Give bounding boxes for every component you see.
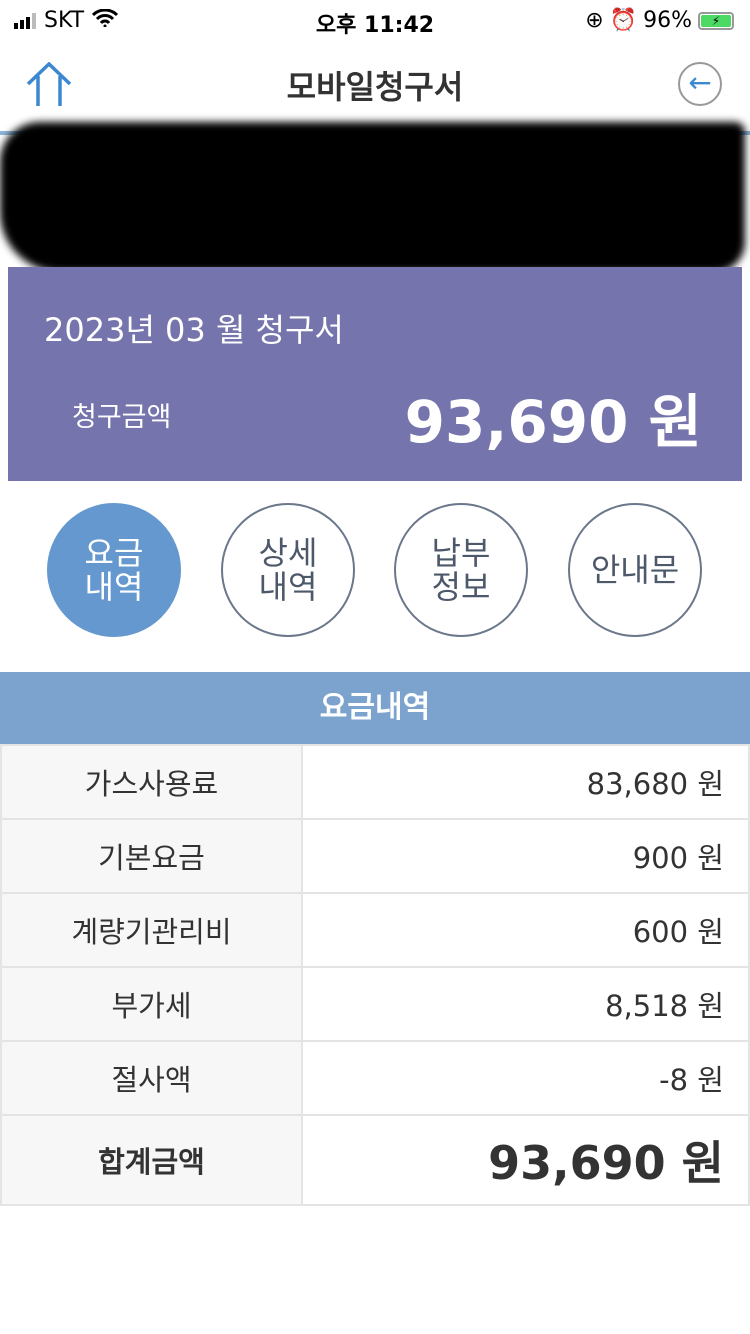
tab-detailed-details[interactable]: 상세 내역: [221, 503, 355, 637]
table-row: 계량기관리비 600 원: [0, 892, 750, 968]
clock: 오후 11:42: [315, 13, 435, 38]
signal-icon: [14, 12, 36, 29]
table-row: 절사액 -8 원: [0, 1040, 750, 1116]
battery-icon: ⚡: [698, 11, 734, 30]
rotation-lock-icon: ⊕: [585, 8, 604, 33]
bill-summary: 2023년 03 월 청구서 청구금액 93,690 원: [8, 267, 742, 481]
nav-bar: 모바일청구서 ←: [0, 40, 750, 130]
back-arrow-icon[interactable]: ←: [678, 62, 722, 106]
status-bar: SKT 오후 11:42 ⊕ ⏰ 96% ⚡: [0, 0, 750, 40]
tab-fee-details[interactable]: 요금 내역: [47, 503, 181, 637]
alarm-icon: ⏰: [609, 8, 638, 33]
table-row: 가스사용료 83,680 원: [0, 744, 750, 820]
tab-notice[interactable]: 안내문: [568, 503, 702, 637]
bill-month: 2023년 03 월 청구서: [44, 311, 344, 349]
section-header: 요금내역: [0, 672, 750, 744]
tab-payment-info[interactable]: 납부 정보: [394, 503, 528, 637]
home-up-icon[interactable]: [24, 61, 74, 108]
wifi-icon: [92, 8, 119, 33]
battery-percent: 96%: [643, 8, 692, 33]
page-title: 모바일청구서: [286, 68, 464, 106]
table-row: 기본요금 900 원: [0, 818, 750, 894]
table-row: 부가세 8,518 원: [0, 966, 750, 1042]
amount-label: 청구금액: [72, 402, 172, 433]
bill-amount: 93,690 원: [404, 388, 702, 456]
redacted-area: [0, 122, 745, 272]
fee-table: 가스사용료 83,680 원 기본요금 900 원 계량기관리비 600 원 부가세 8…: [0, 744, 750, 1206]
total-row: 합계금액 93,690 원: [0, 1114, 750, 1206]
carrier: SKT: [44, 8, 85, 33]
